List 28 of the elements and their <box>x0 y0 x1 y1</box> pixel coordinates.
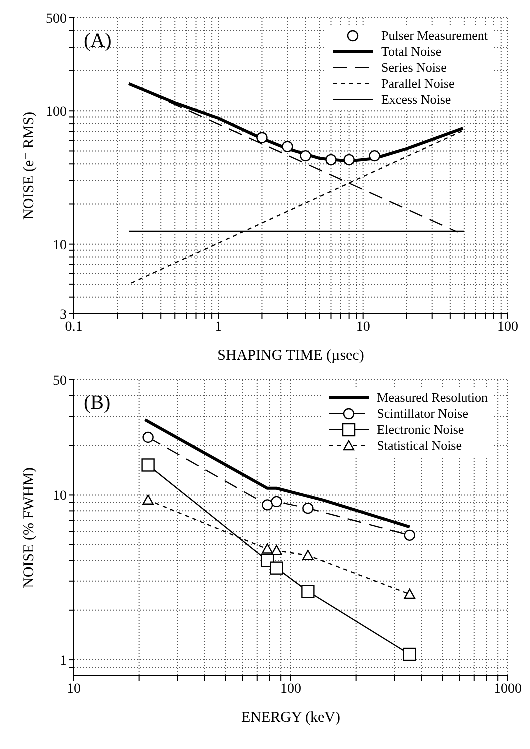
x-tick-label: 1 <box>215 320 222 335</box>
legend-label: Measured Resolution <box>377 390 488 406</box>
x-tick-label: 1000 <box>494 682 522 697</box>
annotation: (B) <box>84 392 111 415</box>
legend-label: Pulser Measurement <box>381 28 488 44</box>
y-tick-label: 3 <box>60 308 67 323</box>
x-tick-label: 10 <box>356 320 370 335</box>
legend-label: Scintillator Noise <box>377 406 469 422</box>
y-tick-label: 1 <box>60 654 67 669</box>
y-tick-label: 100 <box>46 105 67 120</box>
y-tick-label: 10 <box>53 489 67 504</box>
legend-label: Series Noise <box>381 60 447 76</box>
y-tick-label: 10 <box>53 238 67 254</box>
annotation: (A) <box>84 30 112 53</box>
y-axis-title: NOISE (% FWHM) <box>21 468 38 588</box>
legend-label: Total Noise <box>381 44 442 60</box>
y-axis-title: NOISE (e⁻ RMS) <box>21 112 38 220</box>
legend-label: Parallel Noise <box>381 76 455 92</box>
x-axis-title: SHAPING TIME (µsec) <box>218 348 364 364</box>
legend-label: Electronic Noise <box>377 422 464 438</box>
x-tick-label: 100 <box>498 320 518 335</box>
legend-label: Statistical Noise <box>377 438 462 454</box>
x-tick-label: 0.1 <box>65 320 83 335</box>
x-axis-title: ENERGY (keV) <box>241 710 341 726</box>
legend-label: Excess Noise <box>381 92 452 108</box>
x-tick-label: 100 <box>280 682 302 697</box>
y-tick-label: 500 <box>46 12 67 27</box>
y-tick-label: 50 <box>53 374 67 389</box>
